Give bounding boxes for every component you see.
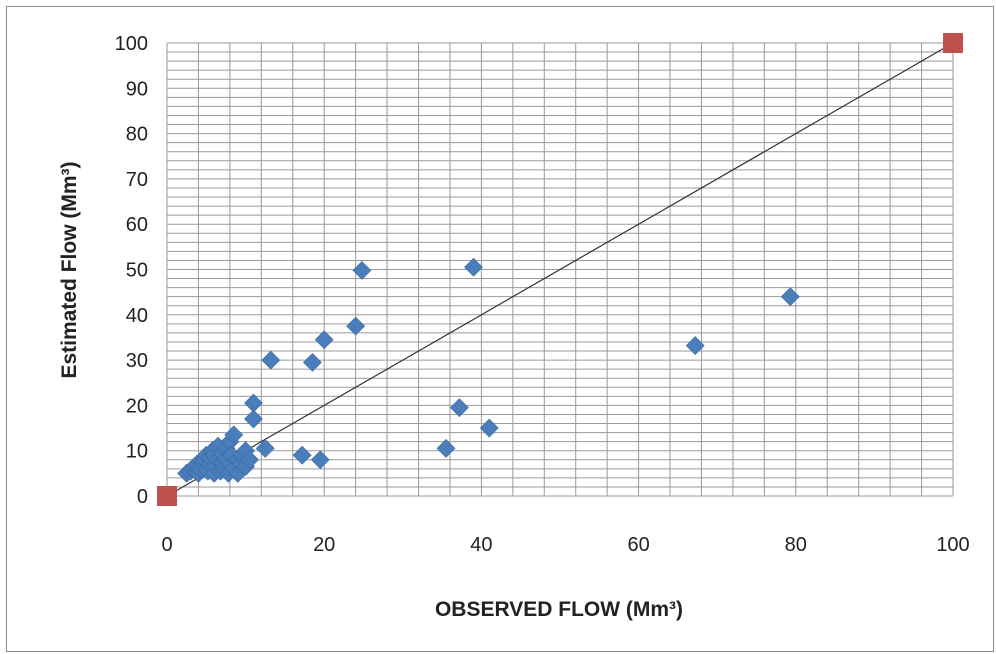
data-point-diamond (464, 257, 483, 277)
chart-frame: 0 10 20 30 40 50 60 70 80 90 100 0 20 40 60 80 100 OBSE… (6, 6, 994, 652)
x-tick-label: 100 (936, 534, 969, 556)
data-point-diamond (244, 409, 263, 429)
y-axis-title: Estimated Flow (Mm³) (58, 161, 81, 378)
data-point-diamond (292, 445, 312, 465)
x-tick-label: 80 (785, 534, 807, 556)
data-point-diamond (255, 439, 275, 458)
data-point-diamond (780, 287, 800, 307)
y-tick-label: 10 (126, 441, 148, 463)
data-point-diamond (302, 352, 322, 372)
y-tick-label: 80 (126, 124, 148, 146)
data-point-diamond (479, 418, 499, 438)
x-tick-label: 60 (627, 534, 649, 556)
data-point-diamond (224, 425, 244, 445)
data-point-diamond (310, 450, 330, 470)
y-tick-labels: 0 10 20 30 40 50 60 70 80 90 100 (115, 33, 148, 508)
x-tick-labels: 0 20 40 60 80 100 (161, 534, 969, 556)
x-axis-title: OBSERVED FLOW (Mm³) (435, 598, 683, 621)
data-point-diamond (685, 336, 705, 356)
x-tick-label: 0 (161, 534, 172, 556)
data-point-diamond (436, 439, 456, 458)
data-point-square (943, 33, 963, 53)
data-point-square (157, 486, 177, 506)
y-tick-label: 60 (126, 214, 148, 236)
data-point-diamond (352, 260, 372, 280)
y-tick-label: 100 (115, 33, 148, 55)
y-tick-label: 0 (137, 486, 148, 508)
data-point-diamond (240, 450, 259, 470)
y-tick-label: 50 (126, 260, 148, 282)
scatter-chart: 0 10 20 30 40 50 60 70 80 90 100 0 20 40 60 80 100 OBSE… (58, 33, 970, 621)
y-tick-label: 40 (126, 305, 148, 327)
y-tick-label: 20 (126, 395, 148, 417)
y-tick-label: 70 (126, 169, 148, 191)
y-tick-label: 90 (126, 78, 148, 100)
x-tick-label: 20 (313, 534, 335, 556)
data-point-diamond (346, 316, 366, 336)
y-tick-label: 30 (126, 350, 148, 372)
data-point-diamond (449, 398, 469, 418)
x-tick-label: 40 (470, 534, 492, 556)
reference-line (166, 42, 954, 497)
data-point-diamond (314, 330, 334, 350)
data-points (157, 33, 963, 506)
data-point-diamond (261, 350, 281, 370)
